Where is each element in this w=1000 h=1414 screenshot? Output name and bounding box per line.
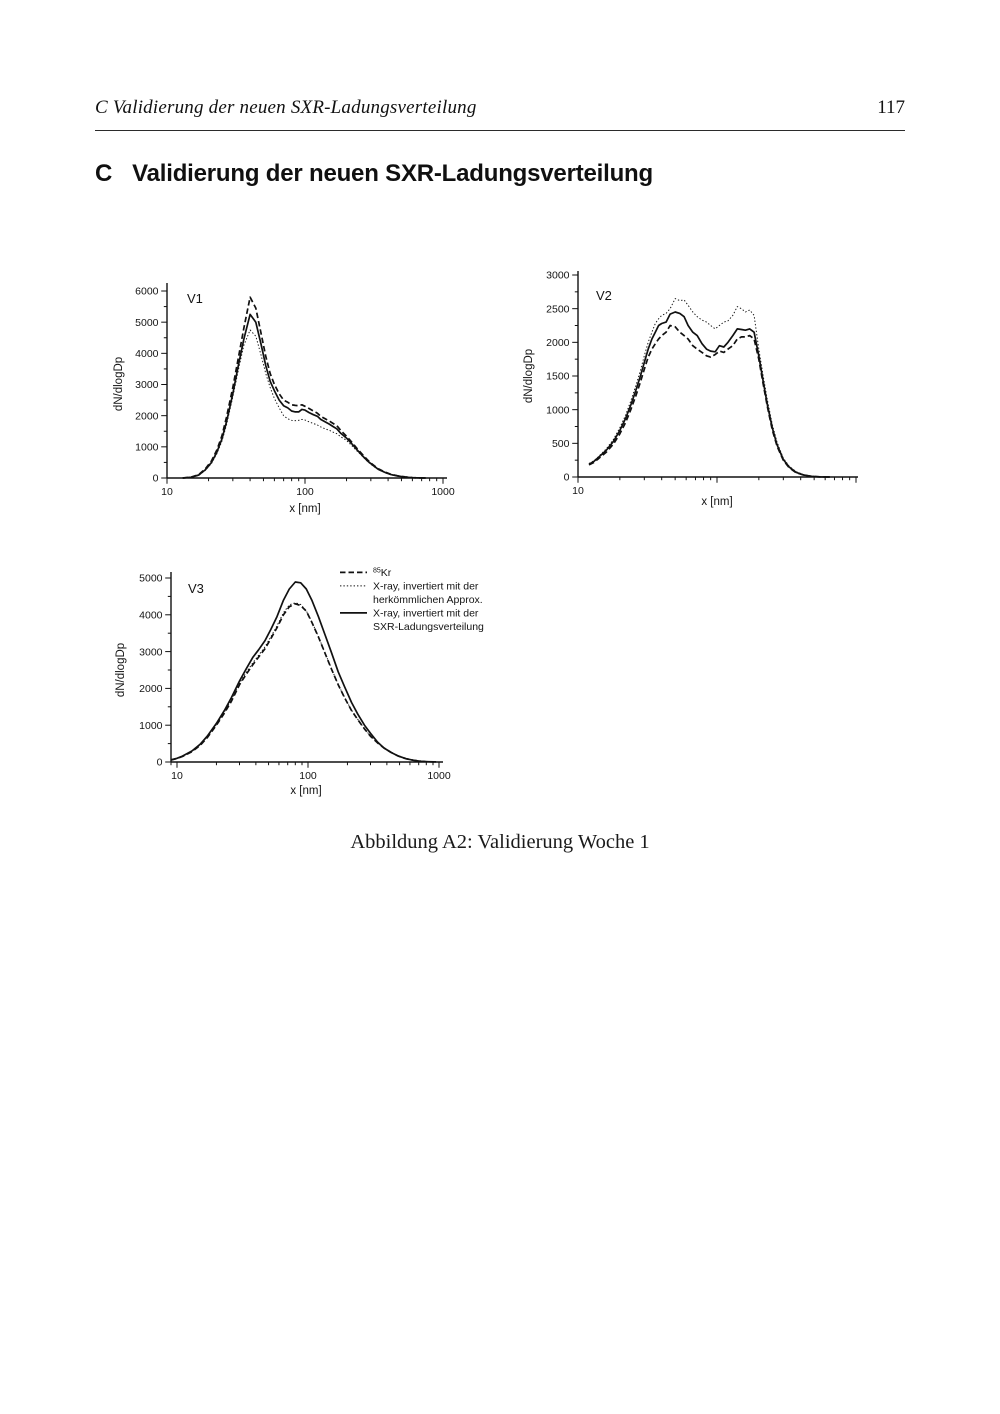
y-axis-label: dN/dlogDp xyxy=(523,349,535,403)
y-axis-label: dN/dlogDp xyxy=(115,643,127,697)
svg-text:3000: 3000 xyxy=(546,270,570,282)
svg-text:0: 0 xyxy=(564,472,570,484)
svg-text:500: 500 xyxy=(552,438,570,450)
svg-text:3000: 3000 xyxy=(139,646,163,658)
figure-caption: Abbildung A2: Validierung Woche 1 xyxy=(350,831,650,853)
section-number: C xyxy=(95,160,113,187)
x-axis-label: x [nm] xyxy=(290,785,321,797)
series-line-solid xyxy=(182,313,426,479)
running-header: C Validierung der neuen SXR-Ladungsverte… xyxy=(95,97,905,131)
x-axis-label: x [nm] xyxy=(289,503,320,515)
series-line-dashed xyxy=(170,602,437,763)
svg-text:1000: 1000 xyxy=(546,404,570,416)
series-line-dotted xyxy=(182,329,426,479)
svg-text:10: 10 xyxy=(161,486,173,498)
svg-text:100: 100 xyxy=(299,770,317,782)
chart-v3: 10 100 1000 0 1000 2000 3000 4000 5000 V3 x [nm] dN… xyxy=(100,552,500,804)
svg-text:1000: 1000 xyxy=(427,770,451,782)
svg-text:3000: 3000 xyxy=(135,379,159,391)
svg-text:10: 10 xyxy=(171,770,183,782)
legend-label: X-ray, invertiert mit der xyxy=(373,608,479,620)
svg-text:10: 10 xyxy=(572,485,584,497)
svg-text:1000: 1000 xyxy=(135,442,159,454)
series-line-dotted xyxy=(588,298,831,478)
svg-text:6000: 6000 xyxy=(135,286,159,298)
series-line-dashed xyxy=(588,324,831,478)
y-axis-label: dN/dlogDp xyxy=(113,357,125,411)
tick-labels: 10 100 1000 0 1000 2000 3000 4000 5000 xyxy=(139,573,451,782)
tick-labels: 100 500 1000 1500 2000 2500 3000 xyxy=(546,270,584,497)
tick-labels: 10 100 1000 0 1000 2000 3000 4000 5000 6000 xyxy=(135,286,455,498)
series-line-solid xyxy=(170,581,437,763)
plot-label: V2 xyxy=(596,288,612,303)
legend-label: herkömmlichen Approx. xyxy=(373,594,483,606)
page-number: 117 xyxy=(877,97,905,118)
svg-text:5000: 5000 xyxy=(139,573,163,585)
section-title: Validierung der neuen SXR-Ladungsverteil… xyxy=(132,160,653,187)
chart-v2: 10 0 500 1000 1500 2000 2500 3000 V2 x [nm] dN/dlo… xyxy=(510,253,900,517)
x-axis-label: x [nm] xyxy=(701,496,732,508)
svg-text:2000: 2000 xyxy=(546,337,570,349)
svg-text:0: 0 xyxy=(157,757,163,769)
svg-text:1000: 1000 xyxy=(139,720,163,732)
svg-text:1500: 1500 xyxy=(546,371,570,383)
plot-label: V1 xyxy=(187,291,203,306)
plot-label: V3 xyxy=(188,581,204,596)
legend-label: 85Kr xyxy=(373,567,392,579)
ticks xyxy=(572,274,857,483)
svg-text:5000: 5000 xyxy=(135,317,159,329)
series-line-solid xyxy=(588,311,831,478)
ticks xyxy=(165,577,440,768)
svg-text:2500: 2500 xyxy=(546,303,570,315)
chart-v1: 10 100 1000 0 1000 2000 3000 4000 5000 6000 V1 x [n… xyxy=(100,262,480,524)
ticks xyxy=(161,290,444,484)
series-line-dashed xyxy=(182,296,426,479)
svg-text:100: 100 xyxy=(296,486,314,498)
svg-text:2000: 2000 xyxy=(139,683,163,695)
axes xyxy=(577,271,858,478)
svg-text:4000: 4000 xyxy=(139,610,163,622)
svg-text:0: 0 xyxy=(153,473,159,485)
axes xyxy=(166,283,447,479)
section-heading: C Validierung der neuen SXR-Ladungsvertei… xyxy=(95,160,653,188)
svg-text:1000: 1000 xyxy=(431,486,455,498)
chart-v3-plot: 10 100 1000 0 1000 2000 3000 4000 5000 V3 x [nm] dN… xyxy=(115,567,484,797)
legend-label: X-ray, invertiert mit der xyxy=(373,581,479,593)
running-header-title: C Validierung der neuen SXR-Ladungsverte… xyxy=(95,97,477,118)
svg-text:2000: 2000 xyxy=(135,410,159,422)
chart-v2-plot: 100 500 1000 1500 2000 2500 3000 V2 x [nm] dN/dlo… xyxy=(523,270,858,508)
svg-text:4000: 4000 xyxy=(135,348,159,360)
legend-label: SXR-Ladungsverteilung xyxy=(373,621,484,633)
chart-v1-plot: 10 100 1000 0 1000 2000 3000 4000 5000 6000 V1 x [n… xyxy=(113,283,455,515)
